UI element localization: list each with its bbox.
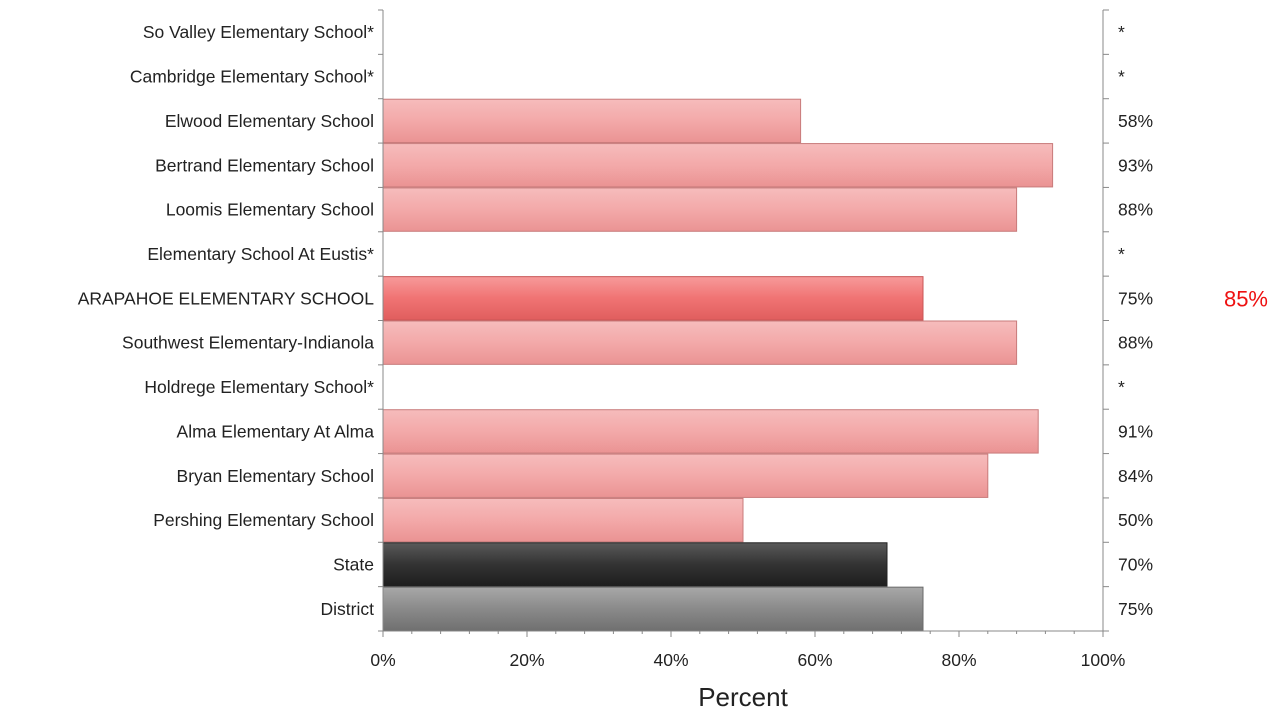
value-label: * — [1118, 244, 1125, 264]
highlight-side-label: 85% — [1224, 286, 1268, 311]
bar-alma-elementary-at-alma — [382, 409, 1039, 454]
value-label: 50% — [1118, 510, 1153, 530]
value-label: * — [1118, 22, 1125, 42]
bar-elwood-elementary-school — [382, 98, 802, 144]
x-tick-label: 80% — [941, 650, 976, 670]
value-label: 75% — [1118, 599, 1153, 619]
x-tick-label: 40% — [653, 650, 688, 670]
bar-pershing-elementary-school — [382, 497, 744, 543]
category-label: Southwest Elementary-Indianola — [122, 333, 374, 353]
value-label: * — [1118, 377, 1125, 397]
value-label: 88% — [1118, 333, 1153, 353]
bar-bryan-elementary-school — [382, 453, 989, 498]
bars-group — [382, 98, 1054, 632]
value-label: 58% — [1118, 111, 1153, 131]
x-tick-label: 0% — [370, 650, 395, 670]
labels-group: So Valley Elementary School* * Cambridge E… — [78, 22, 1268, 670]
value-label: * — [1118, 67, 1125, 87]
value-label: 91% — [1118, 421, 1153, 441]
category-label: Bryan Elementary School — [177, 466, 374, 486]
bar-district — [382, 586, 924, 632]
value-label: 70% — [1118, 554, 1153, 574]
category-label: Loomis Elementary School — [166, 200, 374, 220]
category-label: Bertrand Elementary School — [155, 155, 374, 175]
category-label: Holdrege Elementary School* — [144, 377, 374, 397]
category-label: Alma Elementary At Alma — [177, 421, 375, 441]
value-label: 75% — [1118, 288, 1153, 308]
category-label: Pershing Elementary School — [153, 510, 374, 530]
category-label: Cambridge Elementary School* — [130, 67, 374, 87]
x-tick-label: 60% — [797, 650, 832, 670]
category-label: So Valley Elementary School* — [143, 22, 374, 42]
x-tick-label: 100% — [1081, 650, 1126, 670]
axes-group — [378, 9, 1109, 637]
category-label: State — [333, 554, 374, 574]
bar-arapahoe-elementary-school — [382, 276, 924, 321]
bar-state — [382, 542, 888, 587]
category-label: ARAPAHOE ELEMENTARY SCHOOL — [78, 288, 375, 308]
category-label: Elwood Elementary School — [165, 111, 374, 131]
value-label: 93% — [1118, 155, 1153, 175]
bar-southwest-elementary-indianola — [382, 320, 1018, 365]
value-label: 88% — [1118, 200, 1153, 220]
x-axis-title: Percent — [698, 682, 788, 712]
bar-loomis-elementary-school — [382, 187, 1018, 232]
value-label: 84% — [1118, 466, 1153, 486]
category-label: Elementary School At Eustis* — [147, 244, 374, 264]
x-tick-label: 20% — [509, 650, 544, 670]
bar-bertrand-elementary-school — [382, 143, 1054, 188]
category-label: District — [321, 599, 375, 619]
